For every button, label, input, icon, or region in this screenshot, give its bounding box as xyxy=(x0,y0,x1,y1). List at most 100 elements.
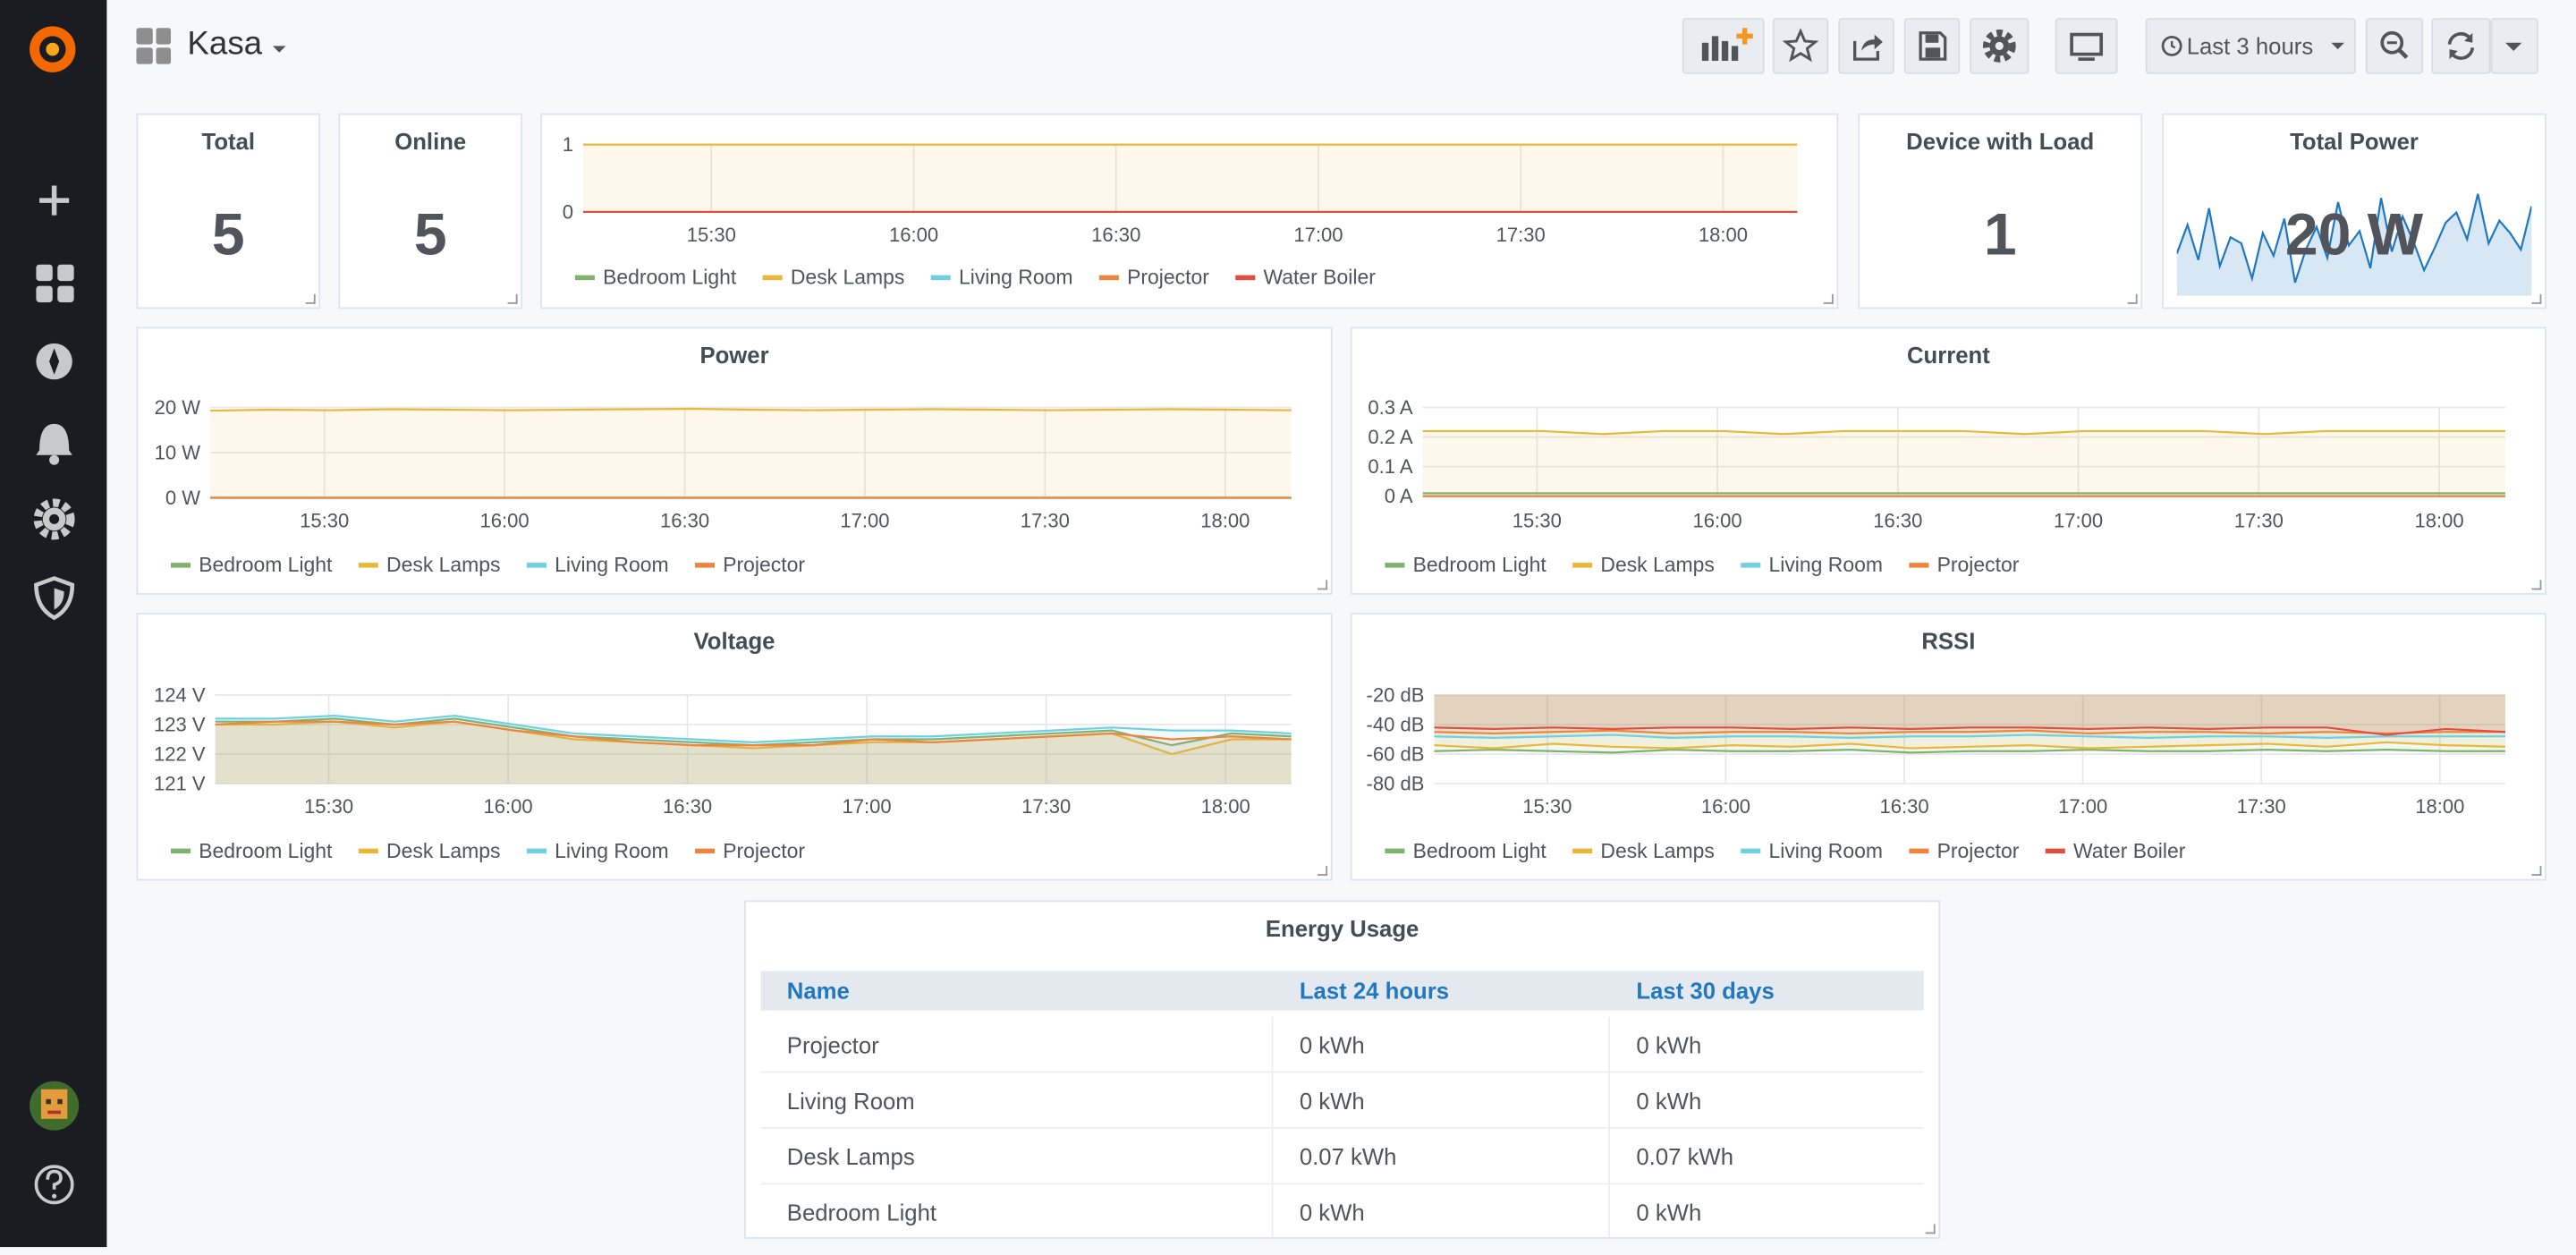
legend-label: Water Boiler xyxy=(2073,839,2186,862)
stat-value: 20 W xyxy=(2284,200,2424,268)
resize-handle[interactable] xyxy=(2531,580,2542,590)
panel-title: Total Power xyxy=(2290,128,2419,155)
row-divider xyxy=(760,1071,1924,1073)
share-icon xyxy=(1853,34,1883,61)
x-tick-label: 15:30 xyxy=(1522,795,1572,818)
table-cell: Living Room xyxy=(786,1087,915,1115)
column-header[interactable]: Last 24 hours xyxy=(1299,977,1450,1005)
create-icon[interactable] xyxy=(39,185,70,216)
share-button[interactable] xyxy=(1838,18,1894,74)
table-cell: 0.07 kWh xyxy=(1299,1143,1397,1170)
series-line xyxy=(215,714,1292,743)
series-line xyxy=(1434,729,2506,735)
y-tick-label: -20 dB xyxy=(1367,683,1425,706)
series-line xyxy=(1434,741,2506,750)
x-tick-label: 16:00 xyxy=(1701,795,1750,818)
column-header[interactable]: Name xyxy=(786,977,850,1005)
legend-label: Projector xyxy=(1127,266,1209,289)
y-tick-label: 0.1 A xyxy=(1368,455,1413,478)
x-tick-label: 16:30 xyxy=(660,510,709,532)
x-tick-label: 16:00 xyxy=(480,510,530,532)
add-panel-button[interactable] xyxy=(1682,18,1765,74)
table-cell: 0 kWh xyxy=(1299,1031,1365,1058)
x-tick-label: 16:00 xyxy=(1693,510,1742,532)
legend-label: Bedroom Light xyxy=(1413,553,1547,576)
resize-handle[interactable] xyxy=(1925,1224,1936,1234)
zoom-out-button[interactable] xyxy=(2365,18,2424,74)
resize-handle[interactable] xyxy=(2531,293,2542,304)
y-tick-label: -80 dB xyxy=(1367,772,1425,794)
panel-title: Current xyxy=(1907,343,1990,369)
table-cell: 0 kWh xyxy=(1636,1031,1702,1058)
dashboards-icon[interactable] xyxy=(36,264,74,302)
time-caret xyxy=(2331,42,2345,50)
title-caret[interactable] xyxy=(269,39,289,59)
graph-panel: 0 1 15:30 16:00 16:30 17:00 17:30 18:00 Bedroom … xyxy=(540,113,1839,310)
table-cell: 0.07 kWh xyxy=(1636,1143,1734,1170)
stat-panel: Total Power 20 W xyxy=(2162,113,2546,310)
y-tick-label: 123 V xyxy=(154,713,206,735)
configuration-icon[interactable] xyxy=(33,498,75,540)
y-tick-label: 10 W xyxy=(155,441,201,463)
legend-label: Projector xyxy=(1937,839,2020,862)
help-icon[interactable] xyxy=(34,1165,74,1205)
resize-handle[interactable] xyxy=(2531,865,2542,876)
tv-mode-button[interactable] xyxy=(2055,18,2118,74)
resize-handle[interactable] xyxy=(507,293,518,304)
y-tick-label: 122 V xyxy=(154,742,206,765)
graph-panel: RSSI -80 dB -60 dB -40 dB -20 dB 15:30 16:00 16… xyxy=(1350,613,2546,881)
x-tick-label: 17:30 xyxy=(1021,795,1071,818)
x-tick-label: 18:00 xyxy=(1200,510,1250,532)
y-tick-label: 0.2 A xyxy=(1368,426,1413,448)
series-area xyxy=(1434,694,2506,753)
panel-title: RSSI xyxy=(1921,630,1975,655)
legend-label: Living Room xyxy=(1768,839,1883,862)
logo[interactable] xyxy=(30,26,76,72)
resize-handle[interactable] xyxy=(1318,580,1328,590)
column-divider xyxy=(1608,1184,1610,1238)
save-button[interactable] xyxy=(1903,18,1961,74)
y-tick-label: -40 dB xyxy=(1367,713,1425,735)
x-tick-label: 17:00 xyxy=(840,510,889,532)
series-line xyxy=(1434,726,2506,736)
resize-handle[interactable] xyxy=(305,293,316,304)
x-tick-label: 15:30 xyxy=(1513,510,1562,532)
alerting-icon[interactable] xyxy=(36,423,72,465)
graph-panel: Power 0 W 10 W 20 W 15:30 16:00 16:30 17:00 17:3… xyxy=(136,326,1333,595)
star-button[interactable] xyxy=(1772,18,1829,74)
y-tick-label: 0 A xyxy=(1385,485,1413,507)
dashboard-title[interactable]: Kasa xyxy=(187,26,263,63)
refresh-interval-button[interactable] xyxy=(2490,18,2538,74)
add-panel-icon xyxy=(1701,28,1753,61)
resize-handle[interactable] xyxy=(1823,293,1834,304)
explore-icon[interactable] xyxy=(36,343,72,380)
user-avatar[interactable] xyxy=(30,1081,80,1131)
column-divider xyxy=(1608,1073,1610,1129)
column-divider xyxy=(1608,1128,1610,1185)
time-picker[interactable]: Last 3 hours xyxy=(2145,18,2356,74)
x-tick-label: 17:00 xyxy=(1293,224,1343,246)
x-tick-label: 17:30 xyxy=(1021,510,1070,532)
series-area xyxy=(1434,694,2506,735)
admin-icon[interactable] xyxy=(34,576,75,621)
y-tick-label: 20 W xyxy=(155,396,201,419)
refresh-button[interactable] xyxy=(2431,18,2491,74)
legend-label: Bedroom Light xyxy=(199,553,333,576)
panel-title: Device with Load xyxy=(1906,128,2095,155)
interval-caret xyxy=(2505,42,2522,51)
sparkline xyxy=(2176,193,2532,284)
y-tick-label: 124 V xyxy=(154,683,206,706)
resize-handle[interactable] xyxy=(2127,293,2138,304)
legend-label: Bedroom Light xyxy=(1413,839,1547,862)
y-tick-label: 0.3 A xyxy=(1368,396,1413,419)
series-line xyxy=(1434,748,2506,754)
resize-handle[interactable] xyxy=(1318,865,1328,876)
column-header[interactable]: Last 30 days xyxy=(1636,977,1775,1005)
sparkline-area xyxy=(2176,193,2532,296)
table-cell: 0 kWh xyxy=(1636,1087,1702,1115)
refresh-icon xyxy=(2447,32,2475,60)
dashboard-icon xyxy=(136,28,172,64)
settings-button[interactable] xyxy=(1970,18,2029,74)
panel-title: Power xyxy=(699,343,768,369)
